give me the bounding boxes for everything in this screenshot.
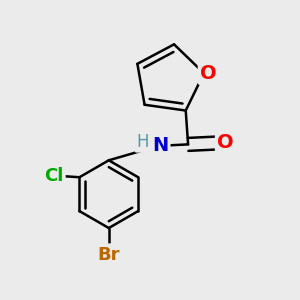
Text: Cl: Cl bbox=[44, 167, 64, 185]
Text: Br: Br bbox=[98, 245, 120, 263]
Text: O: O bbox=[217, 134, 234, 152]
Text: H: H bbox=[136, 133, 149, 151]
Text: O: O bbox=[200, 64, 217, 83]
Text: N: N bbox=[152, 136, 168, 155]
